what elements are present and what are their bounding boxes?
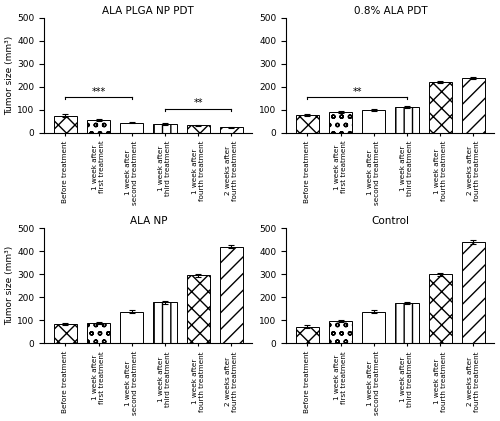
Bar xyxy=(396,107,418,133)
Bar xyxy=(186,275,210,344)
Bar xyxy=(186,125,210,133)
Title: ALA PLGA NP PDT: ALA PLGA NP PDT xyxy=(102,5,194,16)
Bar xyxy=(120,312,144,344)
Bar xyxy=(396,303,418,344)
Bar xyxy=(362,110,386,133)
Bar xyxy=(120,123,144,133)
Bar xyxy=(54,116,77,133)
Bar xyxy=(87,322,110,344)
Bar xyxy=(462,242,485,344)
Y-axis label: Tumor size (mm³): Tumor size (mm³) xyxy=(6,36,15,115)
Bar xyxy=(220,247,243,344)
Title: ALA NP: ALA NP xyxy=(130,216,167,226)
Text: **: ** xyxy=(194,98,203,108)
Bar xyxy=(154,124,176,133)
Text: ***: *** xyxy=(92,87,106,97)
Bar xyxy=(329,321,352,344)
Bar xyxy=(54,324,77,344)
Bar xyxy=(428,82,452,133)
Bar xyxy=(428,274,452,344)
Bar xyxy=(220,127,243,133)
Bar xyxy=(329,112,352,133)
Bar xyxy=(154,302,176,344)
Bar xyxy=(296,115,319,133)
Bar xyxy=(362,312,386,344)
Bar xyxy=(462,78,485,133)
Text: **: ** xyxy=(352,87,362,97)
Bar xyxy=(87,120,110,133)
Y-axis label: Tumor size (mm³): Tumor size (mm³) xyxy=(6,246,15,325)
Title: 0.8% ALA PDT: 0.8% ALA PDT xyxy=(354,5,427,16)
Bar xyxy=(296,327,319,344)
Title: Control: Control xyxy=(372,216,410,226)
